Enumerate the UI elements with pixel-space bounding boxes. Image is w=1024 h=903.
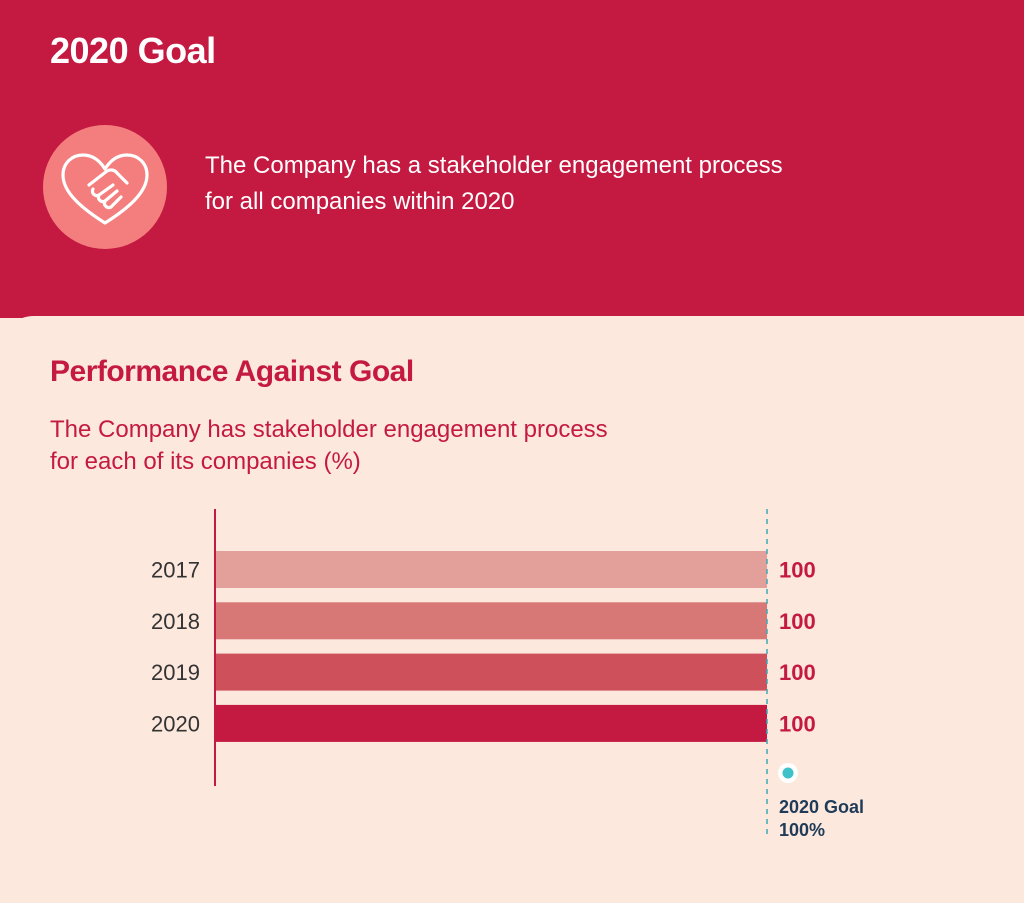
bar-2018	[215, 602, 767, 640]
handshake-heart-icon	[43, 125, 167, 249]
value-label: 100	[779, 609, 816, 634]
bar-2020	[215, 704, 767, 742]
category-label: 2020	[151, 711, 200, 736]
goal-label: 100%	[779, 820, 825, 840]
value-label: 100	[779, 711, 816, 736]
value-label: 100	[779, 558, 816, 583]
value-label: 100	[779, 660, 816, 685]
goal-description-line: for all companies within 2020	[205, 188, 515, 215]
goal-title: 2020 Goal	[50, 30, 216, 71]
category-label: 2018	[151, 609, 200, 634]
bar-2019	[215, 653, 767, 691]
chart-title-line: for each of its companies (%)	[50, 448, 361, 475]
goal-description: The Company has a stakeholder engagement…	[205, 148, 965, 220]
goal-label: 2020 Goal	[779, 797, 864, 817]
chart-title: The Company has stakeholder engagement p…	[50, 414, 770, 478]
chart-title-line: The Company has stakeholder engagement p…	[50, 416, 608, 443]
goal-marker	[782, 767, 794, 779]
category-label: 2019	[151, 660, 200, 685]
performance-title: Performance Against Goal	[50, 355, 414, 388]
goal-description-line: The Company has a stakeholder engagement…	[205, 152, 783, 179]
goal-header-panel	[0, 0, 1024, 318]
bar-2017	[215, 551, 767, 588]
category-label: 2017	[151, 558, 200, 583]
